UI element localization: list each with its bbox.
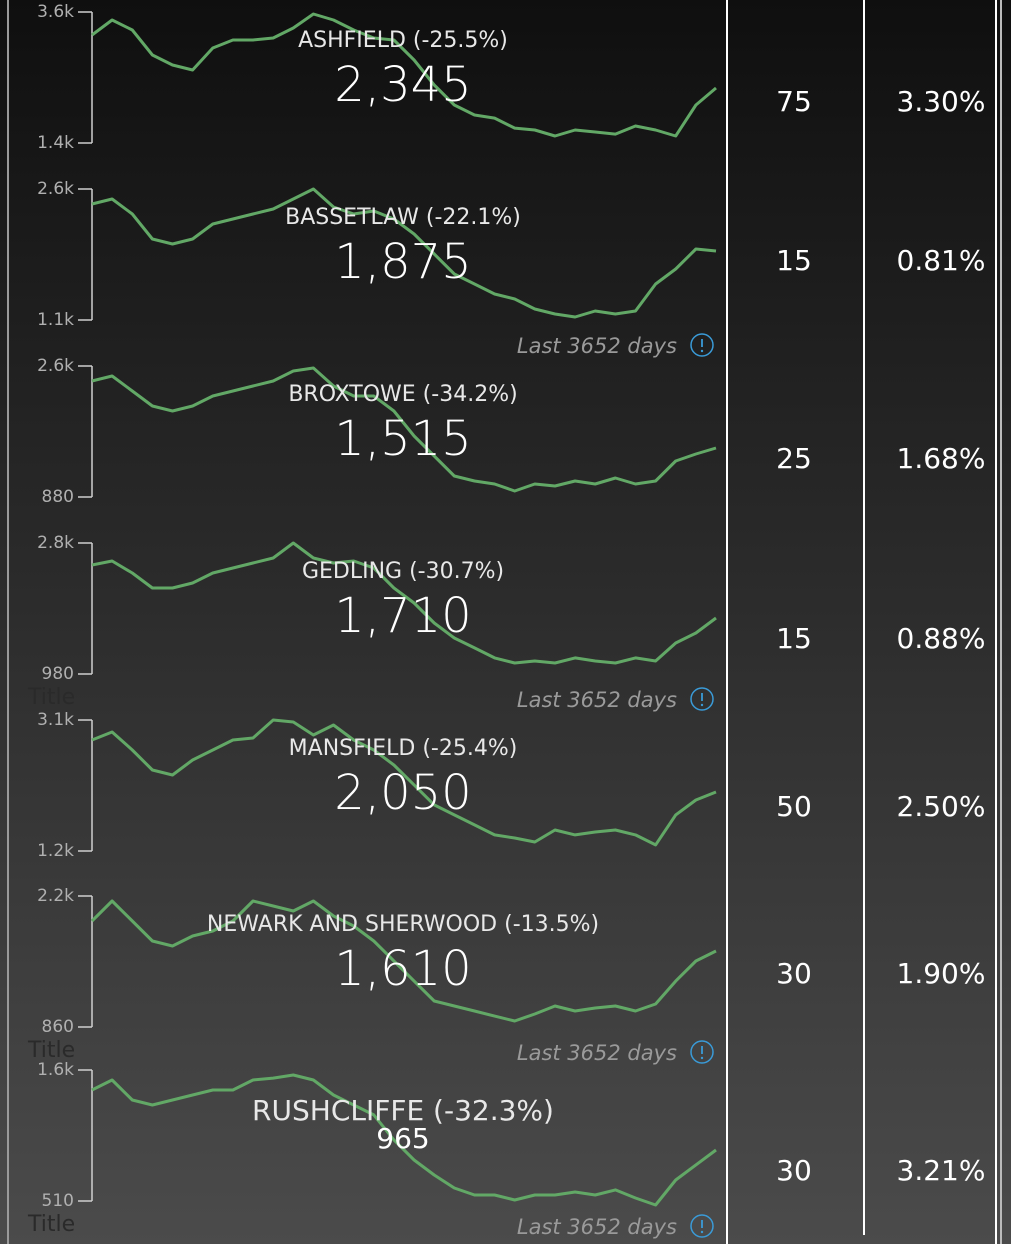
percent-cell: 2.50% <box>897 790 986 823</box>
row-title: MANSFIELD (-25.4%) <box>289 736 518 761</box>
y-tick-label: 1.1k <box>37 310 74 330</box>
kpi-value: 1,515 <box>334 411 471 467</box>
footnote: Last 3652 days <box>517 1041 677 1065</box>
kpi-value: 1,610 <box>334 941 471 997</box>
info-icon-dot <box>700 1230 704 1234</box>
percent-cell: 3.30% <box>897 85 986 118</box>
percent-cell: 1.68% <box>897 442 986 475</box>
info-icon <box>690 1040 714 1064</box>
y-tick-label: 860 <box>42 1017 74 1037</box>
info-icon-dot <box>700 1056 704 1060</box>
count-cell: 30 <box>776 957 812 990</box>
count-cell: 30 <box>776 1154 812 1187</box>
percent-cell: 0.88% <box>897 622 986 655</box>
y-tick-label: 1.4k <box>37 133 74 153</box>
footnote: Last 3652 days <box>517 1215 677 1239</box>
rows: 3.6k 1.4k ASHFIELD (-25.5%) 2,345 2.6k 1.1k BA… <box>27 2 985 1239</box>
count-cell: 15 <box>776 244 812 277</box>
row-title: GEDLING (-30.7%) <box>302 559 504 584</box>
info-icon-dot <box>700 703 704 707</box>
count-cell: 15 <box>776 622 812 655</box>
kpi-value: 2,050 <box>334 765 471 821</box>
y-tick-label: 3.6k <box>37 2 74 22</box>
y-tick-label: 880 <box>42 487 74 507</box>
info-icon <box>690 687 714 711</box>
kpi-value: 1,875 <box>334 234 471 290</box>
info-icon <box>690 333 714 357</box>
count-cell: 75 <box>776 85 812 118</box>
kpi-value: 965 <box>376 1122 429 1155</box>
percent-cell: 3.21% <box>897 1154 986 1187</box>
row-title: NEWARK AND SHERWOOD (-13.5%) <box>207 912 599 937</box>
caption: Title <box>27 1038 75 1063</box>
percent-cell: 0.81% <box>897 244 986 277</box>
sparkline <box>91 541 717 665</box>
row-title: ASHFIELD (-25.5%) <box>298 28 508 53</box>
sparkline <box>91 12 717 138</box>
sparkline <box>91 187 717 319</box>
y-tick-label: 980 <box>42 664 74 684</box>
sparkline <box>91 366 717 493</box>
count-cell: 50 <box>776 790 812 823</box>
y-tick-label: 510 <box>42 1191 74 1211</box>
sparkline <box>91 718 717 847</box>
footnote: Last 3652 days <box>517 688 677 712</box>
caption: Title <box>27 1212 75 1237</box>
info-icon <box>690 1214 714 1238</box>
footnote: Last 3652 days <box>517 334 677 358</box>
count-cell: 25 <box>776 442 812 475</box>
y-tick-label: 2.6k <box>37 179 74 199</box>
row-title: RUSHCLIFFE (-32.3%) <box>252 1094 554 1127</box>
y-tick-label: 2.8k <box>37 533 74 553</box>
caption: Title <box>27 685 75 710</box>
y-tick-label: 2.2k <box>37 886 74 906</box>
sparkline <box>91 1073 717 1207</box>
row-title: BASSETLAW (-22.1%) <box>285 205 521 230</box>
row-title: BROXTOWE (-34.2%) <box>288 382 517 407</box>
y-tick-label: 1.2k <box>37 841 74 861</box>
info-icon-dot <box>700 349 704 353</box>
y-tick-label: 2.6k <box>37 356 74 376</box>
y-tick-label: 1.6k <box>37 1060 74 1080</box>
kpi-value: 1,710 <box>334 588 471 644</box>
y-tick-label: 3.1k <box>37 710 74 730</box>
percent-cell: 1.90% <box>897 957 986 990</box>
sparkline <box>90 899 717 1023</box>
kpi-value: 2,345 <box>334 57 471 113</box>
